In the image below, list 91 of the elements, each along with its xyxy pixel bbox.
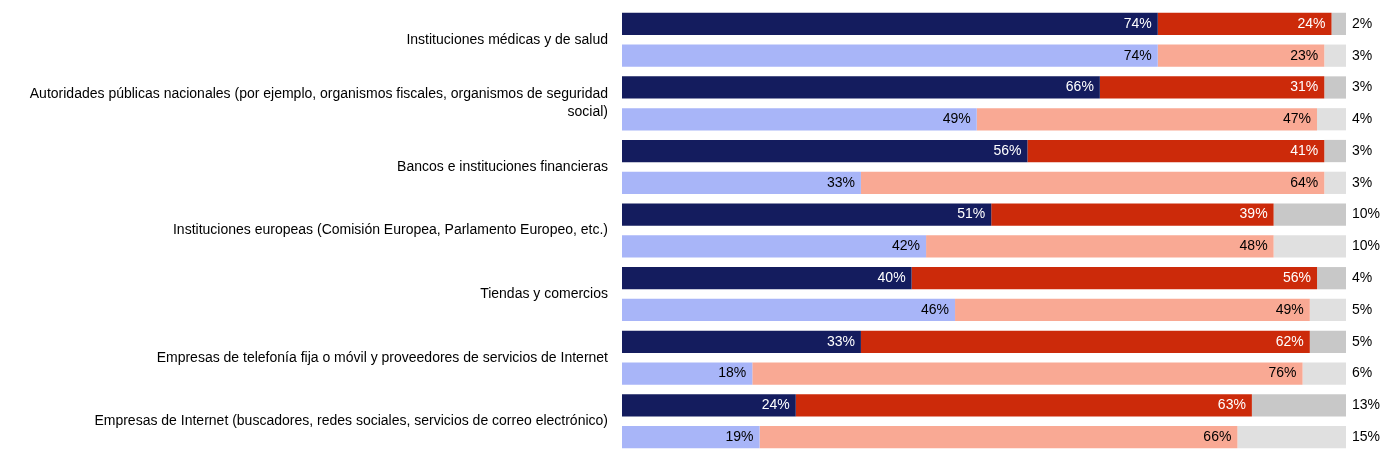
y-tick-label: Empresas de telefonía fija o móvil y proveedores de servicios de Internet bbox=[156, 348, 609, 365]
bar bbox=[1237, 425, 1346, 449]
bar bbox=[1027, 139, 1325, 163]
y-tick-label: Bancos e instituciones financieras bbox=[397, 157, 608, 174]
y-tick-label: Instituciones europeas (Comisión Europea, Parlamento Europeo, etc.) bbox=[172, 221, 608, 238]
data-label: 10% bbox=[1352, 205, 1381, 222]
data-label: 41% bbox=[1290, 141, 1319, 158]
bar bbox=[1317, 108, 1346, 131]
bar bbox=[622, 139, 1028, 163]
data-label: 3% bbox=[1352, 46, 1373, 63]
bar bbox=[926, 235, 1274, 258]
bar bbox=[860, 330, 1310, 353]
bar bbox=[1317, 267, 1346, 290]
bar bbox=[795, 394, 1252, 417]
bar bbox=[1302, 362, 1346, 385]
data-label: 51% bbox=[957, 205, 986, 222]
bar bbox=[622, 76, 1100, 99]
data-label: 33% bbox=[826, 332, 855, 349]
bar bbox=[622, 394, 796, 417]
bar bbox=[1309, 298, 1346, 322]
data-label: 66% bbox=[1065, 78, 1094, 95]
bar bbox=[622, 12, 1158, 36]
data-label: 74% bbox=[1123, 14, 1152, 31]
data-label: 3% bbox=[1352, 78, 1373, 95]
data-label: 64% bbox=[1290, 173, 1319, 190]
bar bbox=[911, 267, 1318, 290]
data-label: 49% bbox=[1275, 300, 1304, 317]
bar bbox=[1157, 12, 1332, 36]
data-label: 40% bbox=[877, 269, 906, 286]
bar bbox=[1309, 330, 1346, 353]
data-label: 24% bbox=[1297, 14, 1326, 31]
bar bbox=[1331, 12, 1346, 36]
bar bbox=[752, 362, 1303, 385]
data-label: 48% bbox=[1239, 237, 1268, 254]
data-label: 31% bbox=[1290, 78, 1319, 95]
bar bbox=[622, 44, 1158, 67]
data-label: 3% bbox=[1352, 173, 1373, 190]
y-tick-label: Empresas de Internet (buscadores, redes sociales, servicios de correo electrónico) bbox=[94, 412, 608, 429]
data-label: 5% bbox=[1352, 300, 1373, 317]
data-label: 15% bbox=[1352, 427, 1381, 444]
bar bbox=[622, 425, 760, 449]
data-label: 18% bbox=[718, 364, 747, 381]
bar bbox=[1324, 171, 1346, 194]
data-label: 49% bbox=[942, 110, 971, 127]
bar bbox=[1251, 394, 1346, 417]
y-tick-label: Tiendas y comercios bbox=[480, 284, 608, 301]
data-label: 42% bbox=[892, 237, 921, 254]
data-label: 63% bbox=[1217, 396, 1246, 413]
data-label: 10% bbox=[1352, 237, 1381, 254]
data-label: 46% bbox=[921, 300, 950, 317]
bar bbox=[622, 235, 927, 258]
data-label: 62% bbox=[1275, 332, 1304, 349]
bar bbox=[1099, 76, 1325, 99]
bar bbox=[622, 203, 992, 226]
bar bbox=[955, 298, 1310, 322]
bar bbox=[622, 108, 977, 131]
y-tick-label: Instituciones médicas y de salud bbox=[406, 30, 608, 47]
bar bbox=[1324, 44, 1346, 67]
bar bbox=[622, 171, 861, 194]
bar bbox=[1157, 44, 1325, 67]
data-label: 66% bbox=[1203, 427, 1232, 444]
bar bbox=[976, 108, 1318, 131]
bar bbox=[622, 267, 912, 290]
bar bbox=[1324, 139, 1346, 163]
data-label: 13% bbox=[1352, 396, 1381, 413]
data-label: 56% bbox=[1283, 269, 1312, 286]
data-label: 4% bbox=[1352, 269, 1373, 286]
bar bbox=[622, 298, 956, 322]
bar bbox=[1324, 76, 1346, 99]
data-label: 56% bbox=[993, 141, 1022, 158]
data-label: 74% bbox=[1123, 46, 1152, 63]
data-label: 39% bbox=[1239, 205, 1268, 222]
bar bbox=[759, 425, 1238, 449]
data-label: 3% bbox=[1352, 141, 1373, 158]
bar bbox=[860, 171, 1325, 194]
bar bbox=[1273, 203, 1346, 226]
data-label: 2% bbox=[1352, 14, 1373, 31]
bar bbox=[991, 203, 1274, 226]
bar bbox=[622, 330, 861, 353]
data-label: 76% bbox=[1268, 364, 1297, 381]
data-label: 6% bbox=[1352, 364, 1373, 381]
bar bbox=[1273, 235, 1346, 258]
data-label: 4% bbox=[1352, 110, 1373, 127]
data-label: 5% bbox=[1352, 332, 1373, 349]
data-label: 24% bbox=[761, 396, 790, 413]
y-tick-label: Autoridades públicas nacionales (por ejemplo, organismos fiscales, organismos de seguridad social) bbox=[29, 85, 608, 120]
bar bbox=[622, 362, 753, 385]
data-label: 23% bbox=[1290, 46, 1319, 63]
data-label: 47% bbox=[1283, 110, 1312, 127]
data-label: 33% bbox=[826, 173, 855, 190]
data-label: 19% bbox=[725, 427, 754, 444]
